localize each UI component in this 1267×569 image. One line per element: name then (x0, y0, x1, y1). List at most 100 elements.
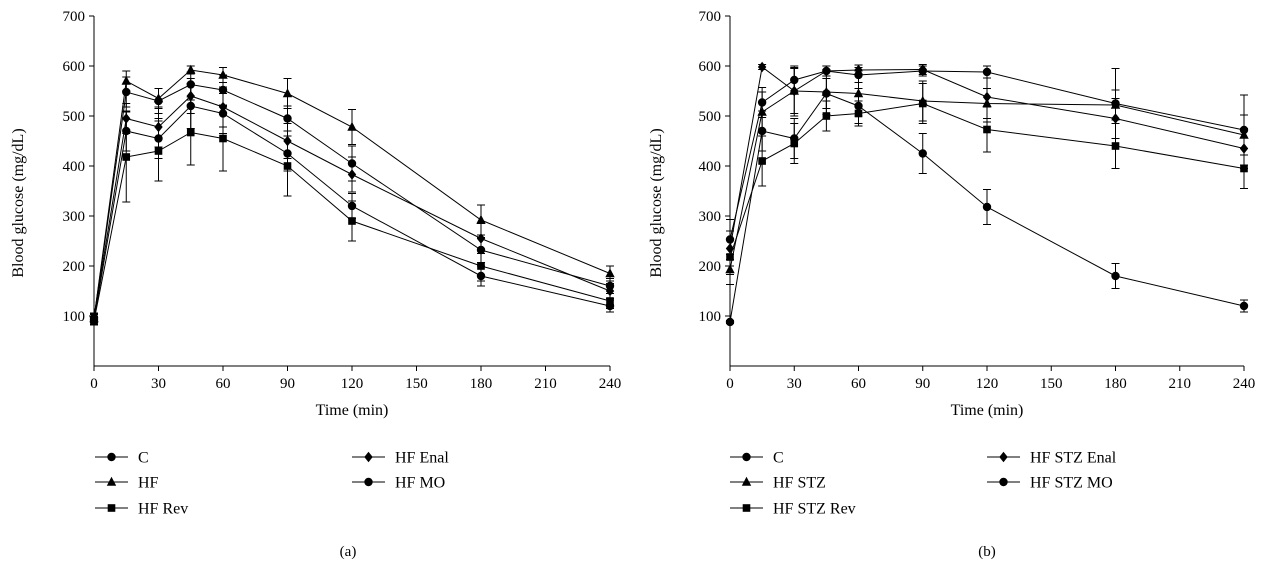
legend-label: HF (138, 475, 159, 492)
legend-label: HF STZ (773, 475, 826, 492)
data-point (790, 75, 799, 85)
legend-marker (364, 451, 373, 463)
panel-label: (a) (340, 544, 357, 560)
series-hf-mo (89, 71, 615, 323)
data-point (790, 139, 799, 148)
y-tick-label: 400 (699, 159, 722, 175)
data-point (854, 109, 863, 118)
y-tick-label: 600 (699, 59, 722, 75)
data-point (89, 313, 99, 323)
data-point (918, 149, 927, 158)
data-point (757, 98, 767, 107)
data-point (218, 85, 228, 95)
x-tick-label: 240 (599, 376, 622, 392)
y-tick-label: 100 (699, 309, 722, 325)
legend-item: HF STZ (730, 475, 826, 492)
data-point (822, 66, 831, 76)
legend-label: HF STZ Enal (1030, 450, 1117, 467)
data-point (122, 113, 131, 124)
x-tick-label: 30 (151, 376, 166, 392)
data-point (1111, 99, 1120, 108)
data-point (283, 114, 292, 123)
legend-label: HF STZ Rev (773, 501, 856, 518)
data-point (1111, 142, 1120, 150)
data-point (605, 268, 615, 278)
panel-label: (b) (978, 544, 996, 560)
x-tick-label: 0 (90, 376, 98, 392)
series-hf-stz-mo (725, 65, 1249, 260)
data-point (476, 214, 486, 224)
data-point (1239, 125, 1249, 135)
data-point (758, 157, 766, 165)
data-point (983, 125, 991, 134)
legend-marker (364, 477, 373, 487)
legend-label: C (773, 450, 784, 467)
y-tick-label: 300 (63, 209, 86, 225)
data-point (982, 67, 992, 77)
y-axis-title: Blood glucose (mg/dL) (648, 128, 665, 277)
data-point (154, 96, 163, 106)
legend-label: HF MO (395, 475, 445, 492)
x-tick-label: 60 (851, 376, 866, 392)
legend-marker (106, 476, 117, 486)
y-tick-label: 700 (63, 9, 86, 25)
chart-panel-b: 100 200 300 400 500 600 700 0 30 60 90 120 150 180 210… (648, 9, 1255, 560)
data-point (219, 134, 227, 143)
x-tick-label: 60 (216, 376, 231, 392)
chart-panel-a: 100 200 300 400 500 600 700 0 30 60 90 120 150 180 210… (10, 9, 621, 560)
x-tick-label: 210 (1169, 376, 1192, 392)
legend-marker (742, 504, 751, 512)
data-point (476, 245, 486, 255)
data-point (122, 87, 131, 97)
data-point (154, 121, 163, 133)
x-tick-label: 90 (915, 376, 930, 392)
y-tick-label: 300 (699, 209, 722, 225)
y-tick-label: 600 (63, 59, 86, 75)
x-tick-label: 150 (405, 376, 428, 392)
data-point (821, 86, 832, 96)
legend-label: HF Rev (138, 501, 188, 518)
data-point (186, 80, 195, 89)
y-tick-label: 700 (699, 9, 722, 25)
x-tick-label: 120 (976, 376, 999, 392)
legend-marker (107, 452, 116, 462)
legend-item: HF (95, 475, 159, 492)
legend-item: HF Enal (352, 450, 449, 467)
legend: C HF STZ HF STZ Rev HF STZ Enal HF STZ MO (730, 450, 1117, 518)
legend-item: C (730, 450, 784, 467)
x-tick-label: 180 (470, 376, 493, 392)
x-tick-label: 180 (1104, 376, 1127, 392)
x-tick-label: 0 (726, 376, 734, 392)
data-point (606, 297, 614, 305)
legend-label: HF STZ MO (1030, 475, 1113, 492)
x-axis-title: Time (min) (951, 402, 1024, 419)
x-tick-label: 120 (341, 376, 364, 392)
legend-item: HF Rev (95, 501, 188, 518)
data-point (218, 101, 228, 113)
series-hf-stz-enal (725, 61, 1249, 267)
y-tick-label: 200 (63, 259, 86, 275)
legend-marker (999, 477, 1008, 487)
legend-marker (742, 452, 751, 462)
legend-marker (999, 451, 1008, 463)
data-point (854, 70, 863, 80)
data-point (283, 135, 292, 147)
data-point (725, 317, 735, 327)
x-tick-label: 240 (1233, 376, 1256, 392)
data-point (853, 88, 864, 98)
y-tick-label: 400 (63, 159, 86, 175)
legend-item: C (95, 450, 149, 467)
x-tick-label: 210 (534, 376, 557, 392)
data-point (605, 281, 615, 291)
data-point (918, 66, 927, 76)
data-point (347, 159, 357, 168)
data-point (757, 61, 767, 73)
legend-marker (741, 476, 752, 486)
legend-item: HF STZ Rev (730, 501, 856, 518)
legend-label: C (138, 450, 149, 467)
data-point (186, 64, 196, 74)
y-tick-label: 100 (63, 309, 86, 325)
data-point (283, 162, 292, 170)
data-point (822, 112, 831, 120)
